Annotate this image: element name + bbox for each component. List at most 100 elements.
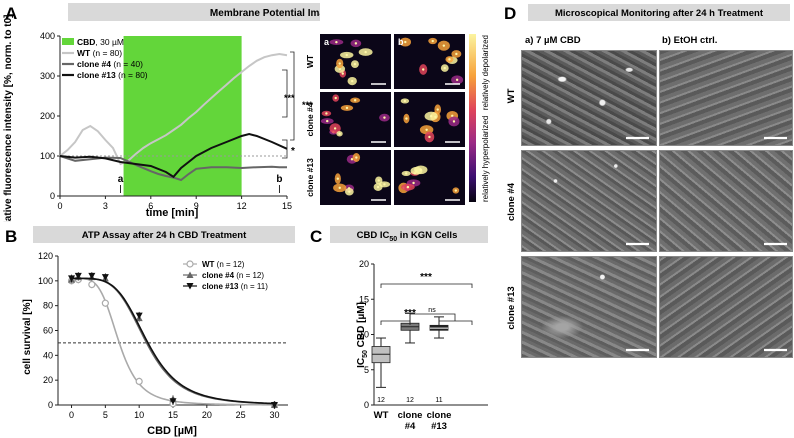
cell-nucleus [429,114,433,118]
micrograph-clone4-cbd [521,150,657,252]
y-tick-label: 300 [40,71,55,81]
panel-d-col-a: a) 7 µM CBD [525,35,581,46]
micrograph-clone13-etoh [659,256,793,358]
cell-nucleus [335,40,338,44]
legend-label: clone #13 (n = 11) [202,282,268,291]
x-tick-label: 15 [282,201,292,211]
y-tick-label: 0 [48,400,53,410]
legend-label: WT (n = 12) [202,260,245,269]
cell-nucleus [364,50,367,54]
y-tick-label: 0 [50,191,55,201]
n-label: 12 [406,397,414,404]
panel-a-header-bar [68,3,320,21]
panel-d-row-wt: WT [506,88,517,103]
panel-d-title: Microscopical Monitoring after 24 h Trea… [555,8,764,19]
panel-c-header: CBD IC50 in KGN Cells [357,230,458,243]
imaging-tile [394,150,465,205]
imaging-col-label: b [398,37,404,47]
membrane-imaging-grid: WT clone #4 clone #13 a b relatively depola… [305,34,490,205]
data-point-2 [74,272,82,280]
legend-label: CBD, 30 µM [77,37,124,47]
cell-nucleus [455,52,458,56]
legend-label: clone #13 (n = 80) [77,70,148,80]
micrograph-wt-cbd [521,50,657,146]
plot-a-ylabel: relative fluorescence intensity [%, norm… [3,15,14,222]
x-tick-label: 25 [236,410,246,420]
y-tick-label: 20 [43,375,53,385]
legend-label: clone #4 (n = 40) [77,59,143,69]
y-tick-label: 60 [43,326,53,336]
category-label: clone [427,410,452,421]
panel-d-row-clone4: clone #4 [506,182,517,221]
legend-marker [186,271,194,278]
n-label: 11 [435,397,442,404]
y-tick-label: 20 [359,259,369,269]
panel-a-header: Membrane Potential Imaging [210,8,320,19]
y-tick-label: 80 [43,301,53,311]
y-tick-label: 0 [364,400,369,410]
cell-nucleus [403,99,407,103]
cell-nucleus [455,78,459,82]
legend-marker [186,260,194,268]
plot-b-ylabel: cell survival [%] [22,299,33,375]
panel-c-header-bar [330,226,488,243]
cell-nucleus [348,190,351,193]
x-tick-label: 10 [134,410,144,420]
panel-b-chart: B ATP Assay after 24 h CBD Treatment 0 5 1… [5,226,295,437]
cell-nucleus [442,44,446,47]
imaging-col-label: a [324,37,330,47]
series-line-1 [59,155,287,182]
legend-label: WT (n = 80) [77,48,122,58]
cell-nucleus [404,172,408,175]
y-tick-label: 15 [359,294,369,304]
x-tick-label: 0 [57,201,62,211]
panel-b-header: ATP Assay after 24 h CBD Treatment [82,230,247,241]
sig-c-ns: ns [428,307,436,314]
data-point-2 [270,402,278,409]
cell-nucleus [351,79,354,83]
x-tick-label: 20 [202,410,212,420]
fit-curve-0 [71,277,275,406]
sig-c-top: *** [420,272,432,283]
marker-b-label: b [276,174,282,185]
panel-b-header-bar [33,226,295,243]
panel-d-row-labels: WT clone #4 clone #13 [506,88,517,329]
cell-nucleus [383,183,386,186]
plot-a-xlabel: time [min] [146,207,199,219]
cell-nucleus [406,185,410,189]
cell-nucleus [436,108,439,111]
x-tick-label: 12 [237,201,247,211]
data-point-2 [135,312,143,320]
category-label: #4 [405,421,416,432]
y-tick-label: 400 [40,31,55,41]
cell-nucleus [431,39,434,43]
x-tick-label: 15 [168,410,178,420]
panel-b-legend: WT (n = 12) clone #4 (n = 12) clone #13 (n… [183,260,268,291]
cell-nucleus [353,62,357,66]
data-point-0 [135,377,143,386]
cell-nucleus [338,186,341,190]
cell-nucleus [355,156,358,159]
panel-d-col-b: b) EtOH ctrl. [662,35,717,46]
x-tick-label: 5 [103,410,108,420]
imaging-row-label: clone #13 [305,158,315,197]
cbd-shaded-region [123,36,242,196]
cell-nucleus [333,127,337,130]
marker-a-label: a [118,174,124,185]
cell-nucleus [338,132,341,135]
panel-letter-b: B [5,227,17,246]
sig-label-1: *** [284,93,295,103]
series-line-0 [59,52,288,166]
cell-nucleus [419,168,423,171]
cell-nucleus [443,66,446,70]
n-label: 12 [377,397,385,404]
panel-d-header: D Microscopical Monitoring after 24 h Tr… [504,4,790,46]
panel-letter-c: C [310,227,322,246]
cell-nucleus [405,117,408,120]
cell-nucleus [422,68,425,71]
x-tick-label: 3 [103,201,108,211]
micrograph-wt-etoh [659,50,793,146]
cell-nucleus [350,158,354,161]
cell-nucleus [448,58,451,61]
